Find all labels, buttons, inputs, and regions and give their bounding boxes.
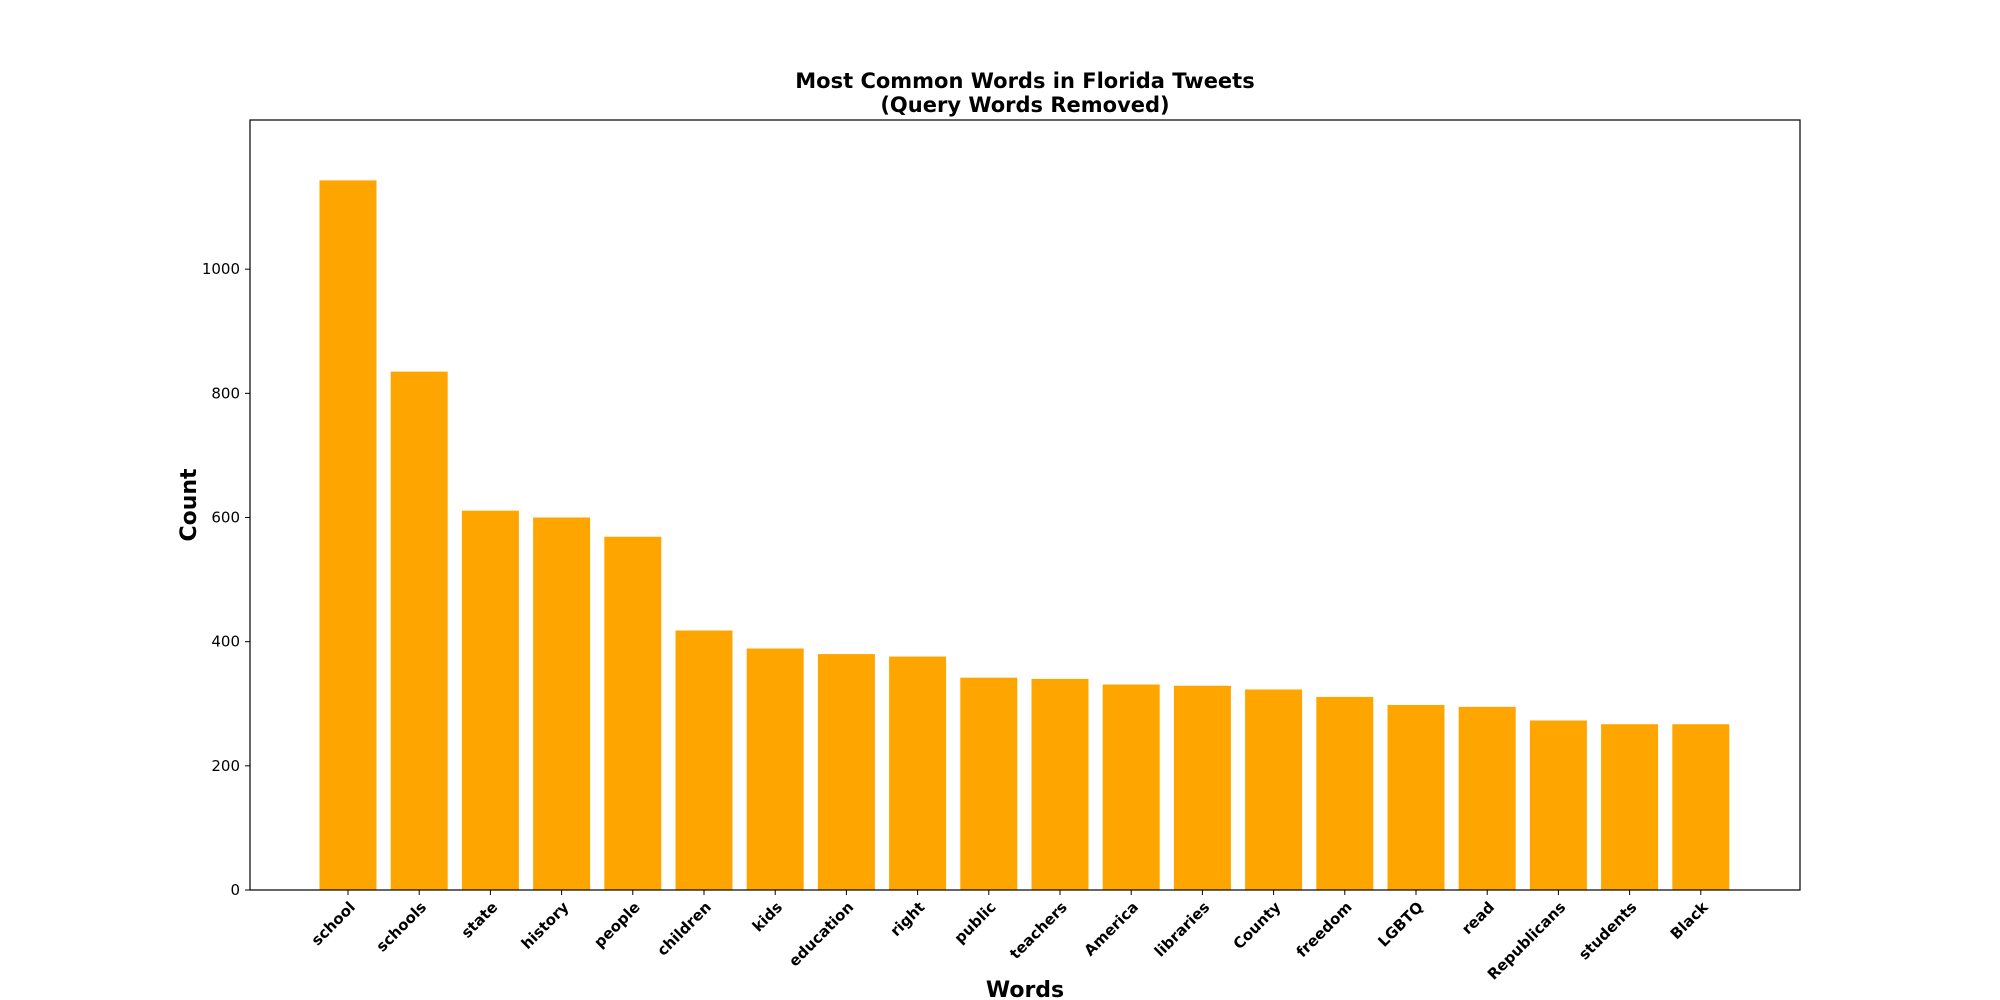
y-tick-label: 400 (211, 633, 240, 651)
bar-LGBTQ (1387, 704, 1445, 890)
y-tick-label: 800 (211, 384, 240, 402)
bar-state (461, 510, 519, 890)
x-tick-label: state (458, 898, 502, 942)
bar-Black (1672, 724, 1730, 890)
x-tick-label: schools (373, 898, 430, 955)
x-tick-label: County (1230, 898, 1285, 953)
x-tick-label: America (1081, 898, 1142, 959)
x-axis-ticks: school schools state history people children k… (308, 890, 1713, 984)
x-tick-label: libraries (1151, 898, 1213, 960)
x-tick-label: read (1458, 898, 1498, 938)
bar-kids (746, 648, 804, 890)
x-tick-label: education (785, 898, 857, 970)
bar-Republicans (1529, 720, 1587, 890)
y-tick-label: 600 (211, 509, 240, 527)
x-tick-label: right (887, 898, 929, 940)
y-axis-ticks: 0 200 400 600 800 1000 (202, 260, 250, 899)
x-tick-label: school (308, 898, 359, 949)
bar-schools (390, 371, 448, 891)
bar-children (675, 630, 733, 890)
y-axis-label: Count (177, 468, 202, 542)
y-tick-label: 0 (230, 881, 240, 899)
bars-group (319, 180, 1730, 891)
bar-teachers (1031, 678, 1089, 890)
bar-America (1102, 684, 1160, 890)
bar-freedom (1316, 696, 1374, 890)
y-tick-label: 1000 (202, 260, 240, 278)
bar-libraries (1173, 685, 1231, 890)
x-tick-label: history (518, 898, 573, 953)
y-tick-label: 200 (211, 757, 240, 775)
bar-right (889, 656, 947, 890)
x-axis-label: Words (986, 978, 1064, 1000)
x-tick-label: people (590, 898, 643, 951)
bar-history (533, 517, 591, 890)
x-tick-label: kids (749, 898, 786, 935)
bar-people (604, 536, 662, 890)
bar-school (319, 180, 377, 890)
bar-education (817, 654, 875, 890)
bar-County (1245, 689, 1303, 890)
x-tick-label: public (951, 898, 1000, 947)
chart-subtitle: (Query Words Removed) (880, 93, 1169, 117)
x-tick-label: Black (1667, 897, 1713, 943)
bar-students (1601, 724, 1659, 890)
x-tick-label: students (1575, 898, 1640, 963)
x-tick-label: children (653, 898, 714, 959)
x-tick-label: freedom (1293, 898, 1356, 961)
chart-title: Most Common Words in Florida Tweets (795, 69, 1254, 93)
x-tick-label: LGBTQ (1374, 898, 1427, 951)
plot-frame (249, 119, 1801, 891)
x-tick-label: teachers (1006, 898, 1071, 963)
bar-read (1458, 706, 1516, 890)
bar-public (960, 677, 1018, 890)
